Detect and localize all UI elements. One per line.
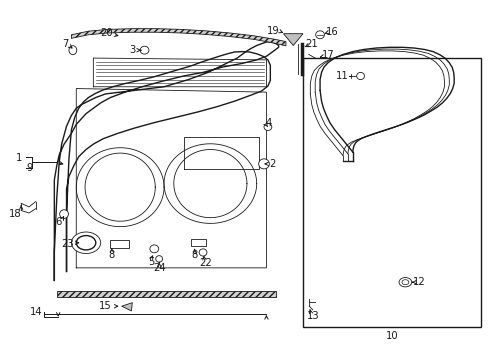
Circle shape [76,235,96,250]
Text: 18: 18 [9,209,21,219]
Ellipse shape [150,245,158,253]
Text: 8: 8 [191,249,198,260]
Text: 14: 14 [29,307,42,317]
Text: 3: 3 [129,45,135,55]
Text: 6: 6 [55,217,61,227]
Polygon shape [71,29,285,46]
Ellipse shape [140,46,149,54]
Text: 24: 24 [153,262,165,273]
Text: 17: 17 [321,50,334,60]
Text: 8: 8 [108,249,115,260]
Circle shape [398,278,411,287]
Text: 19: 19 [266,26,279,36]
Text: 9: 9 [27,163,33,173]
FancyBboxPatch shape [190,239,206,246]
Ellipse shape [258,159,269,169]
Text: 15: 15 [99,301,112,311]
Text: 10: 10 [385,331,397,341]
Text: 7: 7 [62,39,68,49]
Polygon shape [283,34,303,45]
Text: 13: 13 [306,311,319,320]
Polygon shape [57,291,276,297]
Text: 21: 21 [305,40,318,49]
Text: 23: 23 [61,239,74,249]
Text: 1: 1 [16,153,22,163]
Text: 4: 4 [265,118,271,128]
Text: 12: 12 [412,277,425,287]
Circle shape [401,280,408,285]
Bar [303,58,480,327]
Text: 11: 11 [335,71,347,81]
Ellipse shape [315,31,324,39]
Text: 2: 2 [269,159,275,169]
Text: 22: 22 [199,258,211,268]
Text: 5: 5 [147,257,154,267]
Ellipse shape [69,46,77,55]
Circle shape [71,232,101,253]
Text: 20: 20 [101,28,113,38]
Text: 16: 16 [325,27,338,37]
Ellipse shape [156,256,162,262]
FancyBboxPatch shape [110,240,129,248]
Ellipse shape [264,123,271,131]
Ellipse shape [356,72,364,80]
Polygon shape [122,303,132,311]
Ellipse shape [60,210,68,219]
Ellipse shape [199,249,206,256]
